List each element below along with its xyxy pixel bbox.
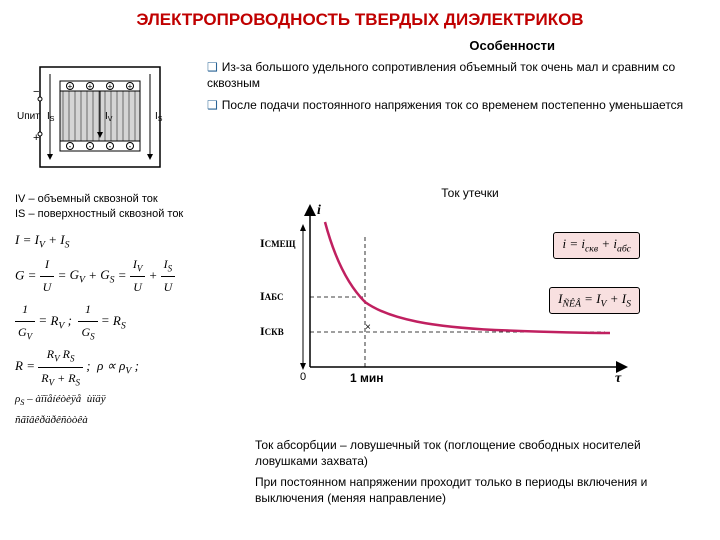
formula-2: G = IU = GV + GS = IVU + ISU xyxy=(15,254,235,299)
svg-text:+: + xyxy=(108,82,113,91)
top-section: + + + + - - - - Uпит − + IS IV IS xyxy=(15,59,705,182)
formula-4: R = RV RSRV + RS ; ρ ∝ ρV ; xyxy=(15,344,235,390)
right-column: Ток утечки i τ 0 IСМЕЩ IАБС IСКВ xyxy=(235,186,705,431)
equation-box-2: IÑÊÂ = IV + IS xyxy=(549,287,640,314)
bullet-2: ❑После подачи постоянного напряжения ток… xyxy=(207,97,705,113)
bullet-1-text: Из-за большого удельного сопротивления о… xyxy=(207,60,675,90)
svg-text:IСКВ: IСКВ xyxy=(260,324,284,338)
svg-text:-: - xyxy=(89,142,92,151)
bottom-p2: При постоянном напряжении проходит тольк… xyxy=(255,474,705,506)
svg-text:-: - xyxy=(69,142,72,151)
svg-text:0: 0 xyxy=(300,371,306,383)
legend-is: IS – поверхностный сквозной ток xyxy=(15,207,235,222)
formula-5: ρS – àïïåíéòèÿå ùïäÿ xyxy=(15,390,235,411)
eq2-text: IÑÊÂ = IV + IS xyxy=(558,291,631,306)
garble-2: ùïäÿ xyxy=(87,393,106,405)
left-column: IV – объемный сквозной ток IS – поверхно… xyxy=(15,186,235,431)
svg-text:-: - xyxy=(109,142,112,151)
bullet-1: ❑Из-за большого удельного сопротивления … xyxy=(207,59,705,91)
svg-text:IАБС: IАБС xyxy=(260,289,284,303)
upit-label: Uпит xyxy=(17,111,40,122)
formula-1: I = IV + IS xyxy=(15,228,235,254)
legend: IV – объемный сквозной ток IS – поверхно… xyxy=(15,192,235,222)
svg-text:+: + xyxy=(88,82,93,91)
subtitle: Особенности xyxy=(15,38,705,53)
svg-text:i: i xyxy=(317,203,321,218)
chart-title: Ток утечки xyxy=(235,186,705,200)
svg-text:IСМЕЩ: IСМЕЩ xyxy=(260,236,296,250)
formula-3: 1GV = RV ; 1GS = RS xyxy=(15,299,235,344)
garble-3: ñãîâêðäðêñòòêà xyxy=(15,414,88,426)
svg-text:+: + xyxy=(68,82,73,91)
eq1-text: i = iскв + iабс xyxy=(562,236,631,251)
legend-iv: IV – объемный сквозной ток xyxy=(15,192,235,207)
page-title: ЭЛЕКТРОПРОВОДНОСТЬ ТВЕРДЫХ ДИЭЛЕКТРИКОВ xyxy=(15,10,705,30)
bullet-2-text: После подачи постоянного напряжения ток … xyxy=(222,98,683,112)
formulas: I = IV + IS G = IU = GV + GS = IVU + ISU… xyxy=(15,228,235,431)
svg-text:-: - xyxy=(129,142,132,151)
equation-box-1: i = iскв + iабс xyxy=(553,232,640,259)
bottom-p1: Ток абсорбции – ловушечный ток (поглощен… xyxy=(255,437,705,469)
svg-text:−: − xyxy=(33,86,39,98)
svg-text:IS: IS xyxy=(47,111,55,123)
svg-text:+: + xyxy=(128,82,133,91)
decay-chart: i τ 0 IСМЕЩ IАБС IСКВ 1 мин × i = iскв +… xyxy=(255,202,635,387)
bottom-text: Ток абсорбции – ловушечный ток (поглощен… xyxy=(255,437,705,506)
circuit-diagram: + + + + - - - - Uпит − + IS IV IS xyxy=(15,59,195,182)
formula-6: ñãîâêðäðêñòòêà xyxy=(15,411,235,431)
svg-text:1 мин: 1 мин xyxy=(350,371,384,385)
svg-text:IS: IS xyxy=(155,111,163,123)
garble-1: àïïåíéòèÿå xyxy=(35,393,81,405)
svg-text:×: × xyxy=(365,322,371,333)
svg-text:+: + xyxy=(33,132,39,144)
svg-text:τ: τ xyxy=(615,371,622,386)
bullets: ❑Из-за большого удельного сопротивления … xyxy=(207,59,705,182)
mid-section: IV – объемный сквозной ток IS – поверхно… xyxy=(15,186,705,431)
